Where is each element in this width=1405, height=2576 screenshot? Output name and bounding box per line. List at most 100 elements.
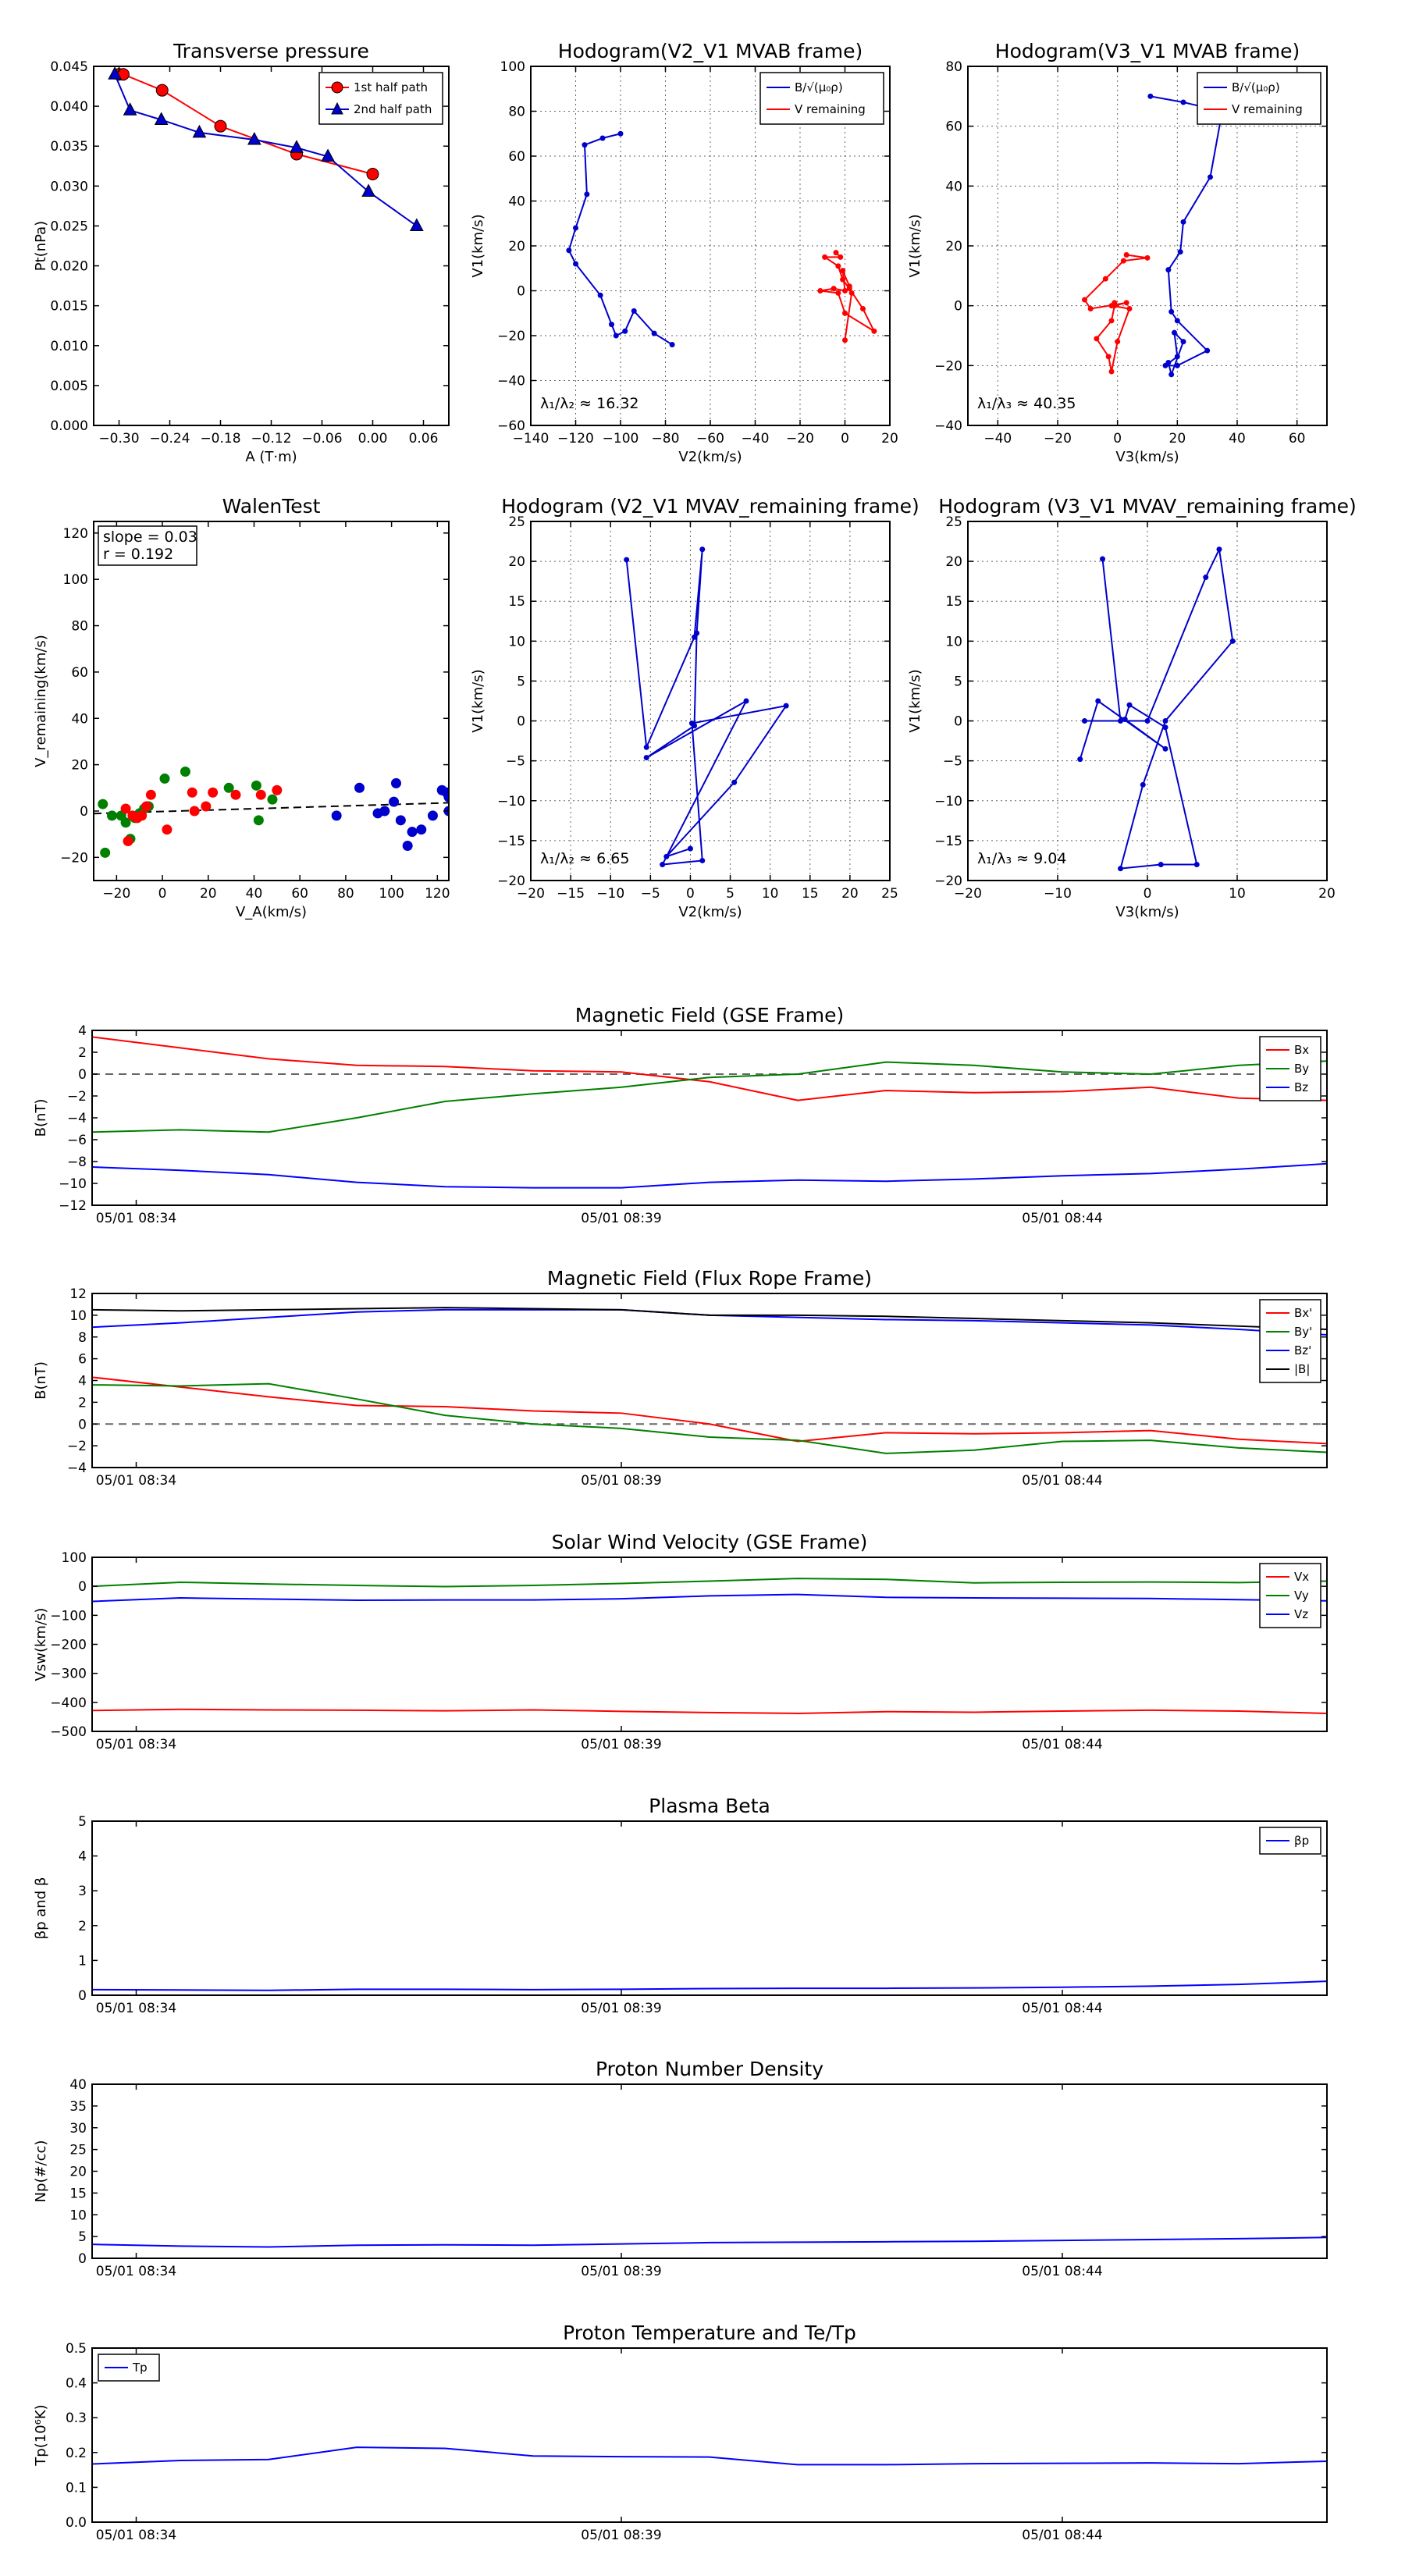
- legend-label: B/√(μ₀ρ): [795, 80, 843, 94]
- series-group: [92, 1036, 1327, 1189]
- x-tick-label: 05/01 08:39: [581, 2001, 661, 2016]
- y-tick-label: 0: [78, 1067, 87, 1083]
- marker-dot: [1174, 362, 1180, 368]
- y-tick-label: −60: [497, 418, 525, 434]
- y-tick-label: 10: [69, 1308, 87, 1324]
- x-tick-label: −0.06: [301, 431, 342, 447]
- series-group: [1082, 93, 1225, 378]
- y-tick-label: 10: [508, 634, 525, 649]
- y-tick-label: 2: [78, 1045, 87, 1061]
- x-tick-label: 05/01 08:34: [96, 1473, 176, 1489]
- marker-triangle: [154, 112, 169, 125]
- chart-title: Hodogram(V2_V1 MVAB frame): [558, 40, 863, 62]
- x-tick-label: 0.00: [358, 431, 388, 447]
- y-tick-label: −15: [497, 834, 525, 849]
- marker-dot: [1112, 300, 1118, 306]
- series-Vx-line: [92, 1708, 1327, 1714]
- y-tick-label: −10: [59, 1176, 87, 1192]
- y-tick-label: 20: [945, 554, 962, 570]
- x-tick-label: 100: [379, 886, 404, 902]
- legend-box: [318, 72, 443, 125]
- marker-dot: [840, 276, 846, 283]
- x-tick-label: −80: [652, 431, 680, 447]
- marker-dot: [783, 703, 789, 709]
- y-tick-label: 120: [63, 526, 88, 542]
- fit-line: [93, 802, 450, 815]
- marker-dot: [1162, 724, 1168, 731]
- series-βp-line: [92, 1980, 1327, 1991]
- legend: Vx Vy Vz: [1259, 1563, 1321, 1628]
- marker-dot: [1100, 556, 1105, 562]
- y-tick-label: 0: [78, 1579, 87, 1595]
- marker-triangle: [321, 148, 335, 162]
- legend-label: Vz: [1294, 1607, 1308, 1621]
- x-tick-label: −140: [513, 431, 550, 447]
- legend: βp: [1259, 1827, 1321, 1855]
- scatter-point: [223, 782, 234, 793]
- series-V remaining-line: [1083, 254, 1148, 372]
- marker-dot: [663, 853, 670, 859]
- y-tick-label: 15: [945, 594, 962, 610]
- x-tick-label: −20: [786, 431, 814, 447]
- marker-dot: [1208, 174, 1213, 180]
- series-By-line: [92, 1060, 1327, 1133]
- chart-title: Hodogram(V3_V1 MVAB frame): [995, 40, 1300, 62]
- chart-title: Proton Temperature and Te/Tp: [563, 2322, 856, 2344]
- marker-circle: [214, 119, 227, 133]
- x-tick-label: −0.18: [200, 431, 240, 447]
- x-tick-label: 20: [841, 886, 859, 902]
- y-axis-label: Np(#/cc): [33, 2140, 49, 2203]
- x-tick-label: −0.24: [149, 431, 190, 447]
- x-axis-label: V_A(km/s): [236, 904, 307, 920]
- series-B/√(μ₀ρ)-line: [567, 133, 673, 346]
- y-tick-label: −4: [67, 1461, 87, 1476]
- y-tick-label: −500: [50, 1724, 87, 1740]
- chart-title: Magnetic Field (Flux Rope Frame): [547, 1267, 872, 1290]
- marker-dot: [731, 779, 738, 785]
- legend-box: [1259, 1563, 1321, 1628]
- legend-marker: [331, 81, 343, 94]
- y-tick-label: 2: [78, 1395, 87, 1411]
- y-tick-label: −15: [934, 834, 962, 849]
- marker-dot: [1180, 219, 1186, 225]
- y-tick-label: 0.4: [66, 2376, 87, 2392]
- y-tick-label: 30: [69, 2121, 87, 2137]
- y-tick-label: 0.3: [66, 2411, 87, 2426]
- x-tick-label: 10: [762, 886, 779, 902]
- scatter-point: [267, 794, 278, 805]
- y-tick-label: −20: [497, 873, 525, 889]
- y-tick-label: −5: [943, 754, 962, 770]
- y-tick-label: −20: [934, 358, 962, 374]
- marker-dot: [573, 225, 578, 231]
- marker-dot: [1115, 339, 1121, 345]
- y-tick-label: 6: [78, 1352, 87, 1368]
- x-tick-label: 05/01 08:44: [1022, 1737, 1102, 1752]
- y-axis-label: Pt(nPa): [33, 221, 49, 271]
- scatter-point: [187, 787, 197, 798]
- x-tick-label: 05/01 08:44: [1022, 2001, 1102, 2016]
- y-tick-label: 20: [508, 239, 525, 254]
- x-tick-label: 05/01 08:44: [1022, 1211, 1102, 1226]
- legend: B/√(μ₀ρ) V remaining: [759, 72, 884, 125]
- marker-dot: [597, 292, 603, 298]
- legend-label: By: [1294, 1062, 1309, 1076]
- marker-circle: [366, 168, 379, 180]
- x-tick-label: 05/01 08:39: [581, 2528, 661, 2543]
- legend-label: Vx: [1294, 1570, 1309, 1584]
- marker-dot: [1122, 717, 1128, 723]
- y-axis-label: V1(km/s): [907, 669, 923, 732]
- legend-box: [1197, 72, 1321, 125]
- chart-title: Magnetic Field (GSE Frame): [575, 1004, 844, 1026]
- series-V-line: [1079, 546, 1234, 870]
- x-tick-label: 05/01 08:39: [581, 1737, 661, 1752]
- x-tick-label: 60: [1289, 431, 1306, 447]
- axes-frame: [91, 1820, 1328, 1996]
- y-tick-label: −5: [506, 754, 525, 770]
- marker-dot: [1203, 575, 1209, 581]
- y-axis-label: Vsw(km/s): [33, 1608, 49, 1681]
- marker-dot: [692, 634, 698, 640]
- scatter-point: [201, 801, 212, 812]
- series-Tp-line: [92, 2446, 1327, 2466]
- x-tick-label: 0: [158, 886, 167, 902]
